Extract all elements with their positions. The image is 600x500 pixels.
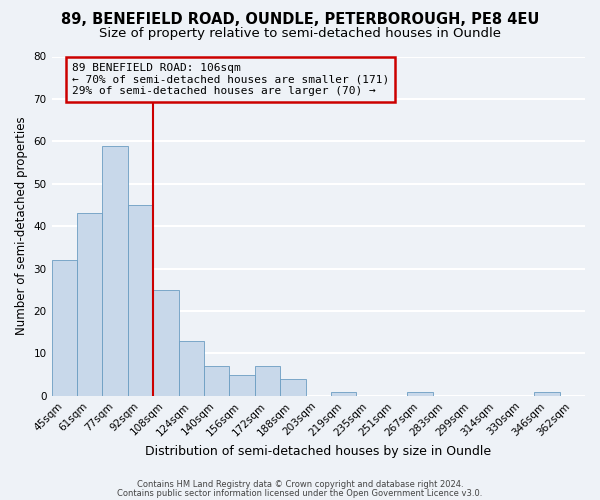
Bar: [229, 374, 255, 396]
Bar: [331, 392, 356, 396]
Bar: [179, 340, 204, 396]
Bar: [103, 146, 128, 396]
Bar: [52, 260, 77, 396]
Bar: [255, 366, 280, 396]
Bar: [534, 392, 560, 396]
Text: 89, BENEFIELD ROAD, OUNDLE, PETERBOROUGH, PE8 4EU: 89, BENEFIELD ROAD, OUNDLE, PETERBOROUGH…: [61, 12, 539, 28]
Bar: [280, 379, 305, 396]
Bar: [204, 366, 229, 396]
Text: 89 BENEFIELD ROAD: 106sqm
← 70% of semi-detached houses are smaller (171)
29% of: 89 BENEFIELD ROAD: 106sqm ← 70% of semi-…: [72, 63, 389, 96]
Bar: [77, 214, 103, 396]
Bar: [153, 290, 179, 396]
X-axis label: Distribution of semi-detached houses by size in Oundle: Distribution of semi-detached houses by …: [145, 444, 491, 458]
Bar: [128, 205, 153, 396]
Bar: [407, 392, 433, 396]
Y-axis label: Number of semi-detached properties: Number of semi-detached properties: [15, 117, 28, 336]
Text: Size of property relative to semi-detached houses in Oundle: Size of property relative to semi-detach…: [99, 28, 501, 40]
Text: Contains public sector information licensed under the Open Government Licence v3: Contains public sector information licen…: [118, 488, 482, 498]
Text: Contains HM Land Registry data © Crown copyright and database right 2024.: Contains HM Land Registry data © Crown c…: [137, 480, 463, 489]
